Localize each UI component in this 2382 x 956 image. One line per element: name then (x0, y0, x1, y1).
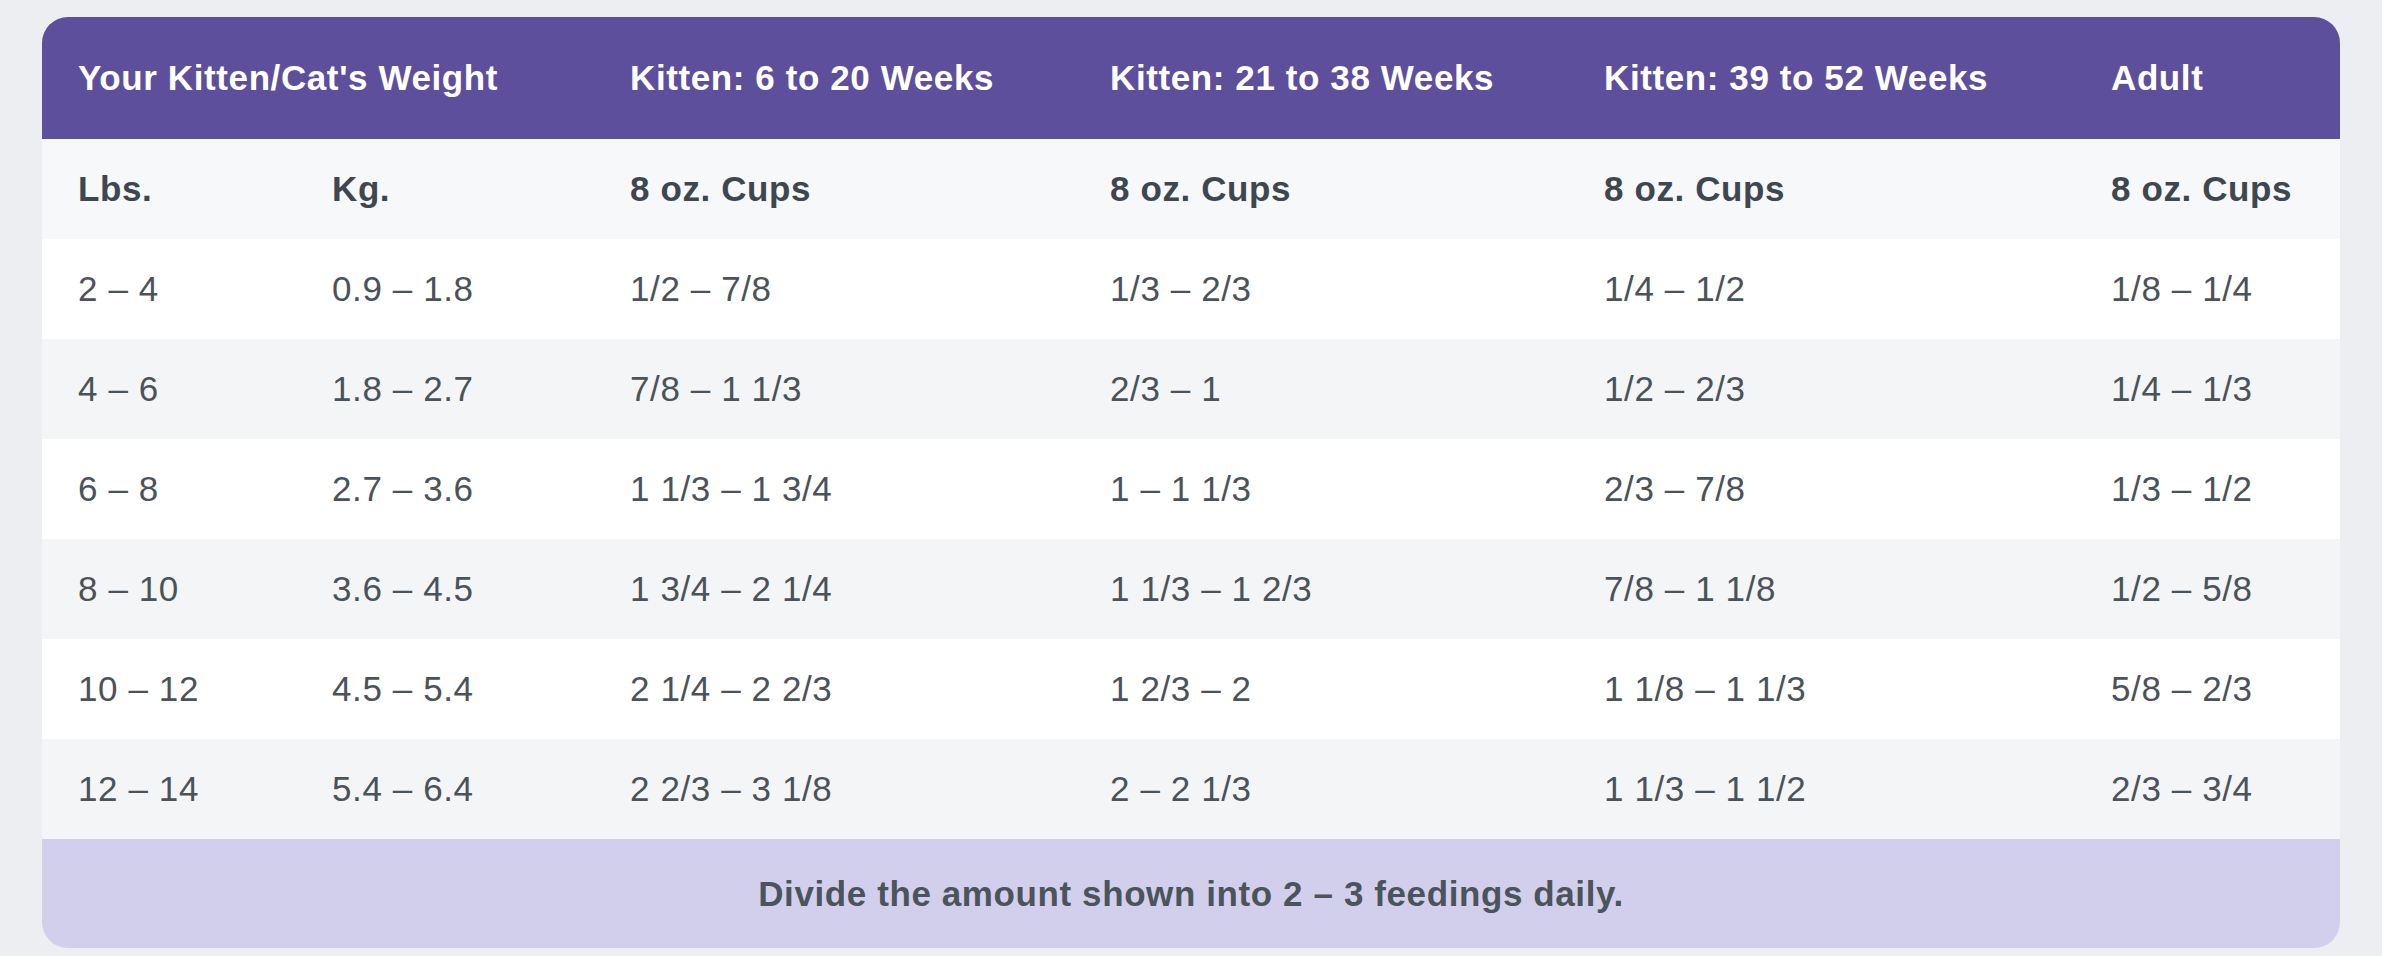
table-cell: 2/3 – 7/8 (1568, 439, 2075, 539)
table-cell: 3.6 – 4.5 (296, 539, 594, 639)
table-row: 6 – 8 2.7 – 3.6 1 1/3 – 1 3/4 1 – 1 1/3 … (42, 439, 2340, 539)
page-background: Your Kitten/Cat's Weight Kitten: 6 to 20… (0, 0, 2382, 956)
table-cell: 1/4 – 1/3 (2075, 339, 2340, 439)
table-cell: 1 – 1 1/3 (1074, 439, 1568, 539)
header-kitten-21-38-weeks: Kitten: 21 to 38 Weeks (1074, 17, 1568, 139)
table-cell: 4.5 – 5.4 (296, 639, 594, 739)
subheader-cups-adult: 8 oz. Cups (2075, 139, 2340, 239)
table-footer-row: Divide the amount shown into 2 – 3 feedi… (42, 839, 2340, 948)
table-cell: 10 – 12 (42, 639, 296, 739)
subheader-lbs: Lbs. (42, 139, 296, 239)
feeding-chart: Your Kitten/Cat's Weight Kitten: 6 to 20… (42, 17, 2340, 948)
table-subheader-row: Lbs. Kg. 8 oz. Cups 8 oz. Cups 8 oz. Cup… (42, 139, 2340, 239)
subheader-cups-39-52: 8 oz. Cups (1568, 139, 2075, 239)
table-cell: 8 – 10 (42, 539, 296, 639)
table-row: 2 – 4 0.9 – 1.8 1/2 – 7/8 1/3 – 2/3 1/4 … (42, 239, 2340, 339)
table-cell: 1 1/3 – 1 1/2 (1568, 739, 2075, 839)
table-cell: 2.7 – 3.6 (296, 439, 594, 539)
table-cell: 2 – 2 1/3 (1074, 739, 1568, 839)
table-row: 8 – 10 3.6 – 4.5 1 3/4 – 2 1/4 1 1/3 – 1… (42, 539, 2340, 639)
table-cell: 1.8 – 2.7 (296, 339, 594, 439)
table-cell: 1/3 – 2/3 (1074, 239, 1568, 339)
table-cell: 1 1/3 – 1 3/4 (594, 439, 1074, 539)
table-cell: 1/8 – 1/4 (2075, 239, 2340, 339)
header-kitten-39-52-weeks: Kitten: 39 to 52 Weeks (1568, 17, 2075, 139)
table-row: 12 – 14 5.4 – 6.4 2 2/3 – 3 1/8 2 – 2 1/… (42, 739, 2340, 839)
table-cell: 1/2 – 2/3 (1568, 339, 2075, 439)
feeding-chart-table: Your Kitten/Cat's Weight Kitten: 6 to 20… (42, 17, 2340, 948)
table-row: 10 – 12 4.5 – 5.4 2 1/4 – 2 2/3 1 2/3 – … (42, 639, 2340, 739)
header-kitten-6-20-weeks: Kitten: 6 to 20 Weeks (594, 17, 1074, 139)
table-cell: 1/4 – 1/2 (1568, 239, 2075, 339)
header-weight-group: Your Kitten/Cat's Weight (42, 17, 594, 139)
table-cell: 1/2 – 7/8 (594, 239, 1074, 339)
table-cell: 0.9 – 1.8 (296, 239, 594, 339)
table-cell: 1 1/8 – 1 1/3 (1568, 639, 2075, 739)
table-cell: 2/3 – 3/4 (2075, 739, 2340, 839)
subheader-cups-6-20: 8 oz. Cups (594, 139, 1074, 239)
header-adult: Adult (2075, 17, 2340, 139)
table-header-row: Your Kitten/Cat's Weight Kitten: 6 to 20… (42, 17, 2340, 139)
table-row: 4 – 6 1.8 – 2.7 7/8 – 1 1/3 2/3 – 1 1/2 … (42, 339, 2340, 439)
table-cell: 5.4 – 6.4 (296, 739, 594, 839)
table-cell: 1/3 – 1/2 (2075, 439, 2340, 539)
table-cell: 7/8 – 1 1/8 (1568, 539, 2075, 639)
subheader-kg: Kg. (296, 139, 594, 239)
table-cell: 2 2/3 – 3 1/8 (594, 739, 1074, 839)
table-cell: 2/3 – 1 (1074, 339, 1568, 439)
table-cell: 1 1/3 – 1 2/3 (1074, 539, 1568, 639)
table-cell: 7/8 – 1 1/3 (594, 339, 1074, 439)
table-cell: 1 3/4 – 2 1/4 (594, 539, 1074, 639)
table-cell: 5/8 – 2/3 (2075, 639, 2340, 739)
table-cell: 1/2 – 5/8 (2075, 539, 2340, 639)
footnote: Divide the amount shown into 2 – 3 feedi… (42, 839, 2340, 948)
table-cell: 1 2/3 – 2 (1074, 639, 1568, 739)
table-cell: 2 – 4 (42, 239, 296, 339)
subheader-cups-21-38: 8 oz. Cups (1074, 139, 1568, 239)
table-cell: 6 – 8 (42, 439, 296, 539)
table-cell: 2 1/4 – 2 2/3 (594, 639, 1074, 739)
table-cell: 4 – 6 (42, 339, 296, 439)
table-cell: 12 – 14 (42, 739, 296, 839)
